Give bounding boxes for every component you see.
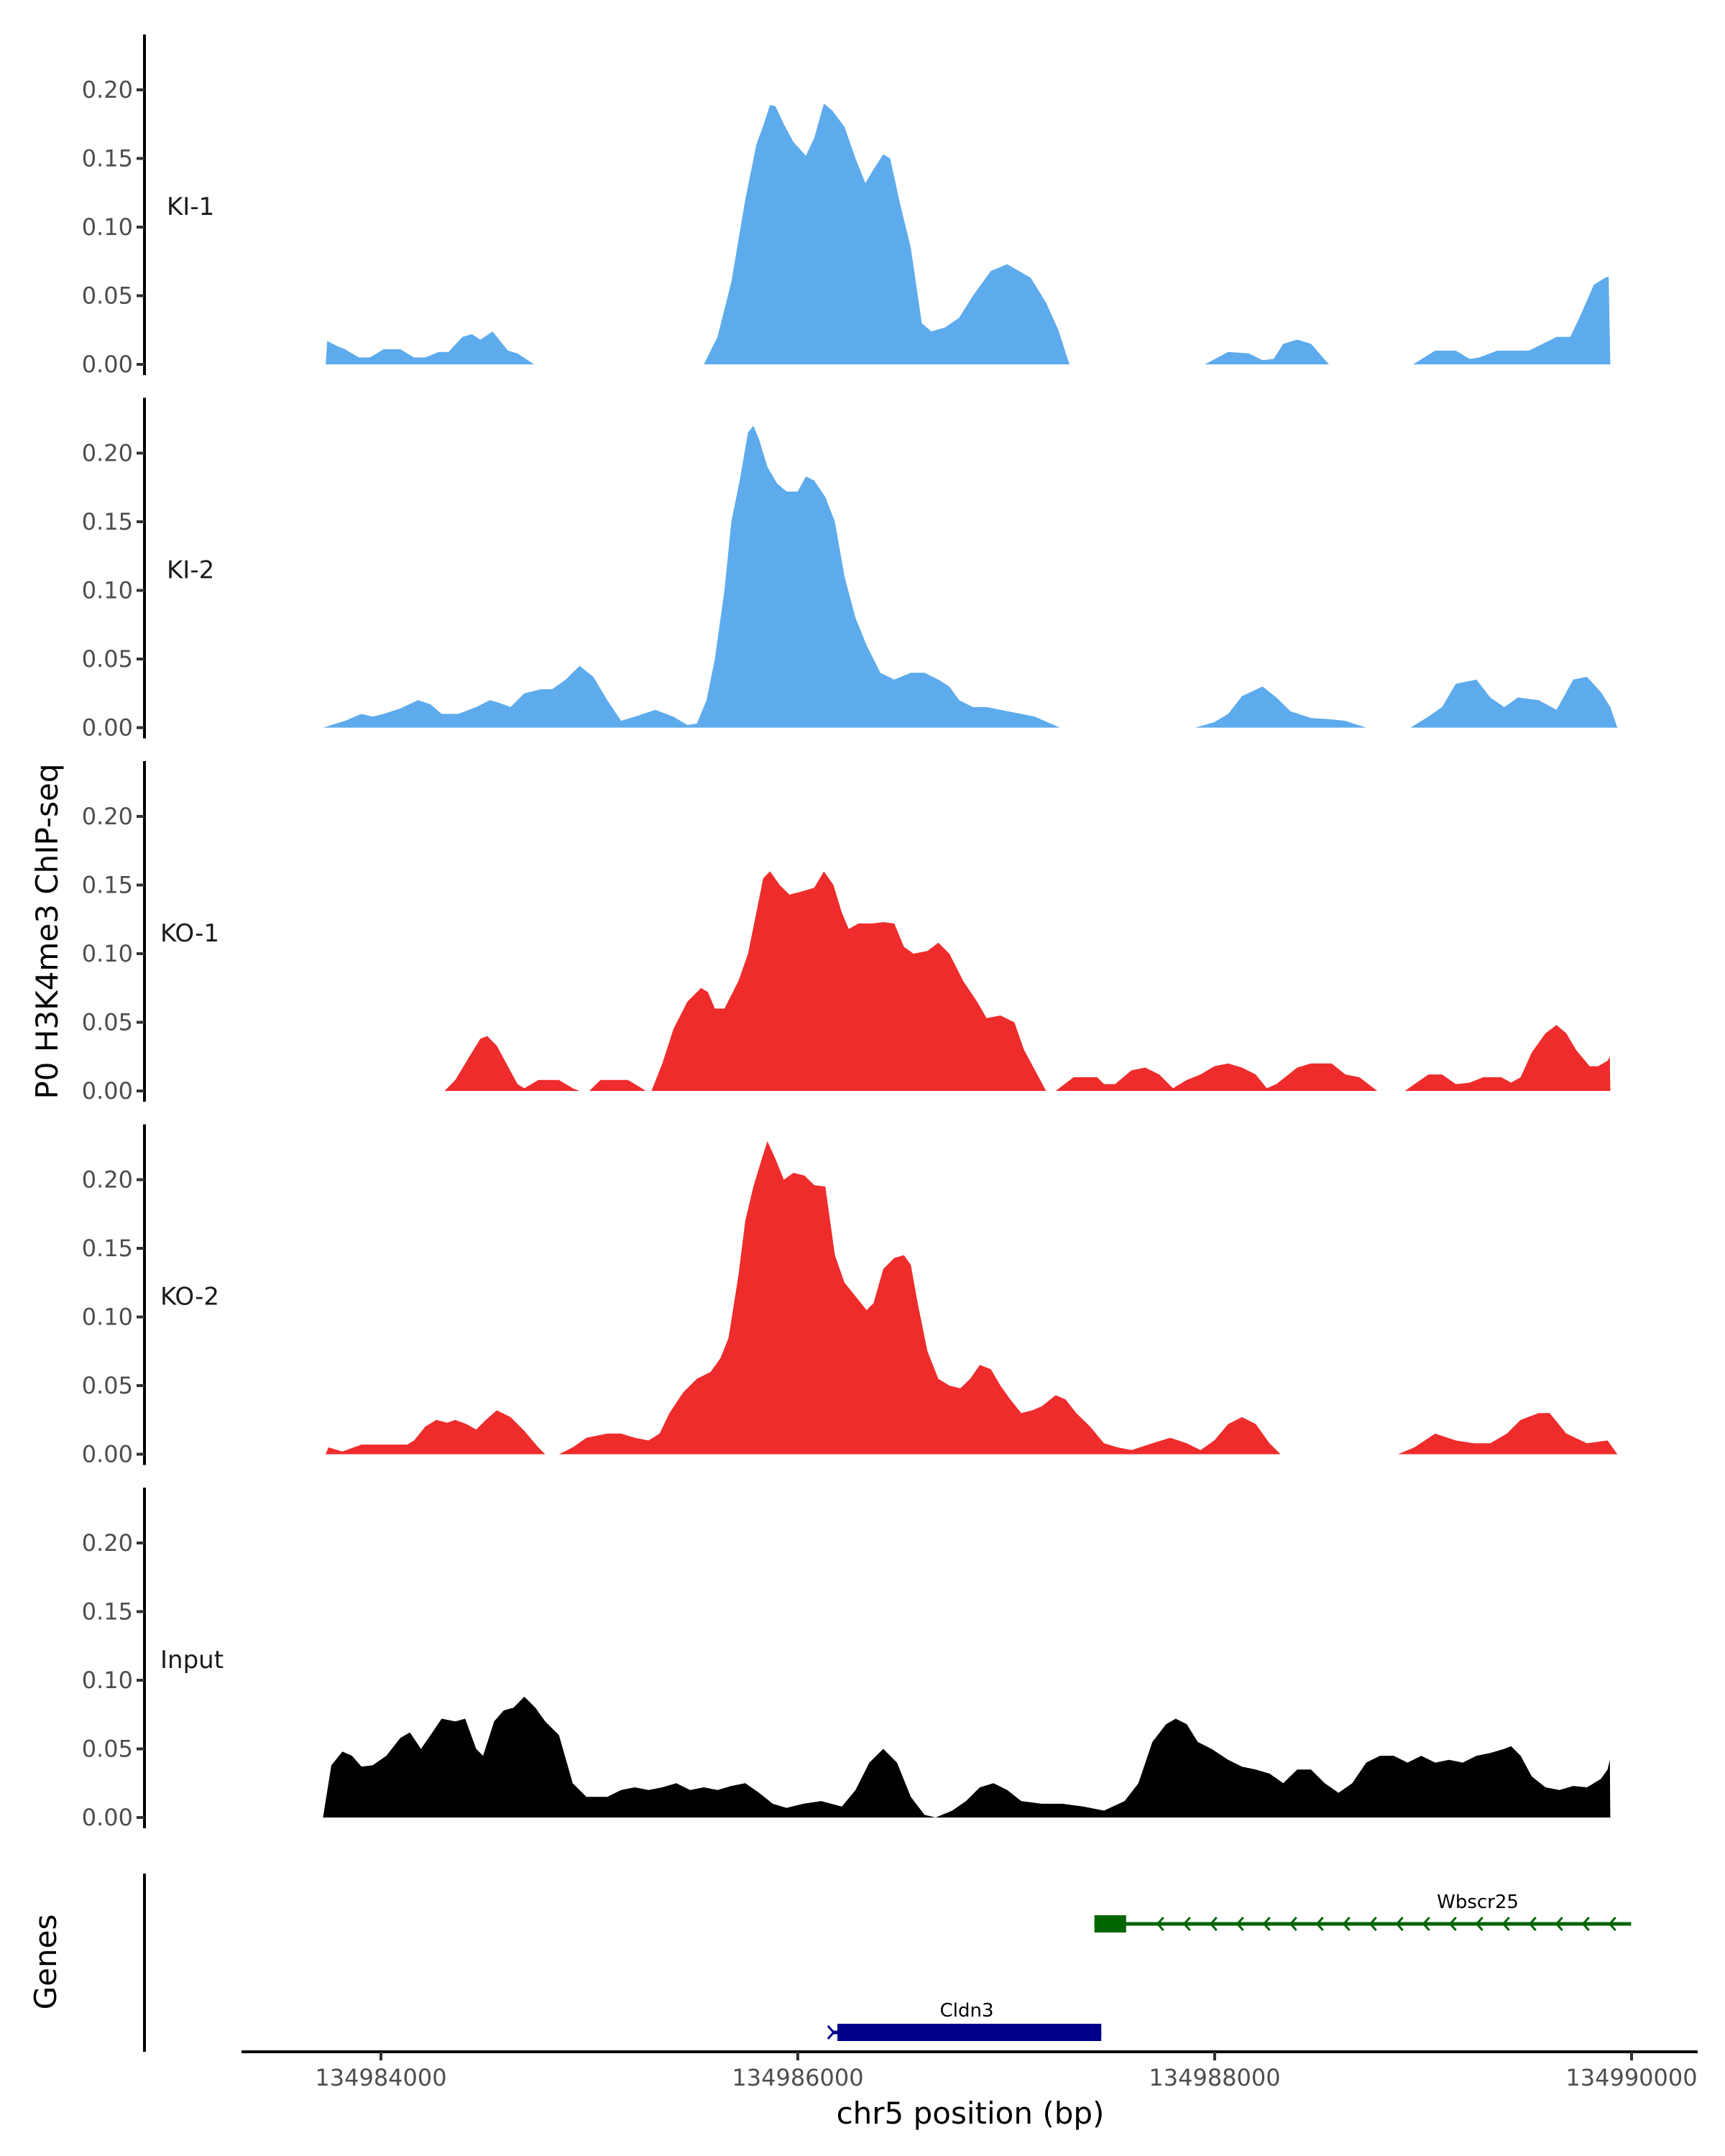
chevron-left-icon [1475, 1917, 1484, 1931]
y-axis-title: P0 H3K4me3 ChIP-seq [29, 763, 65, 1099]
x-tick-label: 134988000 [1149, 2064, 1280, 2091]
y-tick-label: 0.20 [82, 76, 133, 103]
chevron-left-icon [1608, 1917, 1616, 1931]
gene-exon [1094, 1915, 1126, 1932]
signal-area [326, 331, 535, 364]
gene-label: Cldn3 [940, 2000, 994, 2022]
y-tick-label: 0.10 [82, 940, 133, 967]
y-tick-label: 0.05 [82, 645, 133, 673]
track-label: KI-1 [167, 193, 214, 221]
y-tick-label: 0.05 [82, 282, 133, 310]
track-label: KI-2 [167, 556, 214, 585]
genes-axis-title: Genes [28, 1915, 63, 2010]
track-input: 0.00 0.05 0.10 0.15 0.20 Input [82, 1488, 1611, 1831]
chevron-left-icon [1448, 1917, 1457, 1931]
chevron-left-icon [1368, 1917, 1377, 1931]
y-tick-label: 0.10 [82, 1667, 133, 1694]
y-tick-label: 0.00 [82, 1804, 133, 1831]
signal-area [326, 1410, 546, 1455]
chevron-left-icon [1209, 1917, 1218, 1931]
chevron-right-icon [827, 2025, 835, 2040]
y-tick-label: 0.00 [82, 351, 133, 378]
track-ki-2: 0.00 0.05 0.10 0.15 0.20 KI-2 [82, 397, 1618, 742]
gene-cldn3: Cldn3 [827, 2000, 1102, 2041]
chevron-left-icon [1555, 1917, 1563, 1931]
y-tick-label: 0.15 [82, 145, 133, 172]
track-label: KO-1 [160, 919, 219, 948]
track-label: Input [160, 1646, 224, 1674]
y-tick-label: 0.00 [82, 1441, 133, 1468]
y-tick-label: 0.20 [82, 440, 133, 467]
signal-area [323, 1696, 1611, 1818]
track-label: KO-2 [160, 1283, 219, 1312]
y-tick-label: 0.00 [82, 1077, 133, 1105]
chevron-left-icon [1581, 1917, 1590, 1931]
chevron-left-icon [1236, 1917, 1244, 1931]
y-tick-label: 0.15 [82, 1235, 133, 1262]
chevron-left-icon [1501, 1917, 1510, 1931]
y-tick-label: 0.10 [82, 577, 133, 604]
signal-area [1205, 339, 1329, 364]
x-tick-label: 134990000 [1565, 2064, 1697, 2091]
signal-area [323, 425, 1060, 728]
signal-area [651, 871, 1046, 1091]
signal-area [704, 103, 1070, 364]
y-tick-label: 0.15 [82, 508, 133, 535]
signal-area [589, 1079, 646, 1091]
chevron-left-icon [1395, 1917, 1404, 1931]
chevron-left-icon [1315, 1917, 1324, 1931]
y-tick-label: 0.05 [82, 1009, 133, 1036]
y-tick-label: 0.10 [82, 213, 133, 241]
chevron-left-icon [1342, 1917, 1351, 1931]
y-tick-label: 0.00 [82, 714, 133, 742]
chevron-left-icon [1528, 1917, 1537, 1931]
chevron-left-icon [1156, 1917, 1164, 1931]
y-tick-label: 0.15 [82, 1598, 133, 1626]
signal-area [558, 1141, 1281, 1455]
signal-area [1195, 686, 1366, 728]
x-tick-label: 134986000 [732, 2064, 863, 2091]
y-tick-label: 0.05 [82, 1372, 133, 1399]
chevron-left-icon [1262, 1917, 1271, 1931]
track-ki-1: 0.00 0.05 0.10 0.15 0.20 KI-1 [82, 34, 1611, 378]
signal-area [1404, 1025, 1611, 1091]
signal-area [1410, 676, 1618, 728]
y-tick-label: 0.10 [82, 1304, 133, 1331]
signal-area [1413, 276, 1611, 364]
chevron-left-icon [1422, 1917, 1430, 1931]
signal-area [444, 1036, 580, 1091]
y-tick-label: 0.15 [82, 872, 133, 899]
y-tick-label: 0.20 [82, 803, 133, 830]
signal-area [1055, 1063, 1378, 1091]
chevron-left-icon [1289, 1917, 1297, 1931]
y-tick-label: 0.05 [82, 1736, 133, 1763]
y-tick-label: 0.20 [82, 1529, 133, 1557]
track-ko-1: 0.00 0.05 0.10 0.15 0.20 KO-1 [82, 761, 1611, 1105]
signal-area [1397, 1413, 1618, 1455]
x-axis: 134984000 134986000 134988000 134990000 [242, 2050, 1698, 2091]
x-axis-title: chr5 position (bp) [837, 2096, 1105, 2131]
gene-wbscr25: Wbscr25 [1094, 1892, 1632, 1932]
chevron-left-icon [1182, 1917, 1191, 1931]
track-ko-2: 0.00 0.05 0.10 0.15 0.20 KO-2 [82, 1124, 1618, 1468]
y-tick-label: 0.20 [82, 1166, 133, 1194]
x-tick-label: 134984000 [315, 2064, 446, 2091]
gene-label: Wbscr25 [1437, 1892, 1519, 1913]
genes-track: Wbscr25 Cldn3 [143, 1874, 1632, 2052]
gene-exon [837, 2024, 1102, 2041]
signal-tracks: 0.00 0.05 0.10 0.15 0.20 KI-1 0.00 0.05 0.10 0.15… [82, 34, 1618, 1831]
